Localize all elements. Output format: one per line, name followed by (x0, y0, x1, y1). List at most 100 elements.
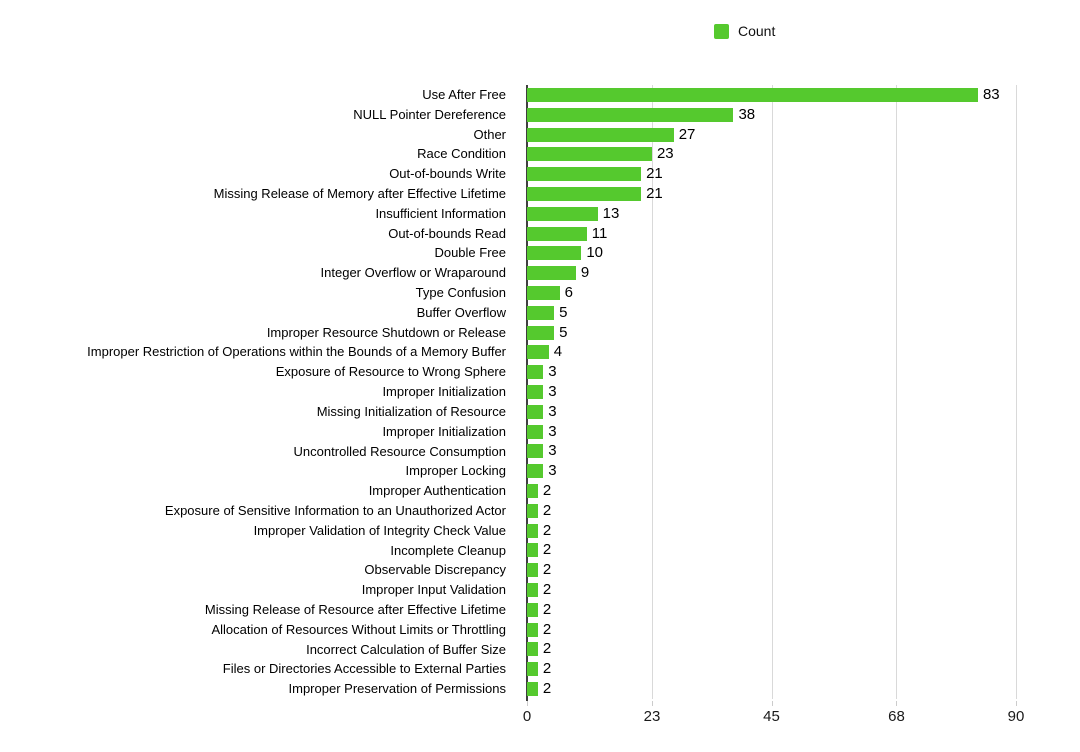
category-label: Improper Locking (405, 463, 506, 479)
bar-improper-locking (527, 464, 544, 479)
bar-improper-input-validation (527, 583, 538, 598)
bar-improper-validation-of-integrity-check-value (527, 523, 538, 538)
bar-buffer-overflow (527, 305, 555, 320)
category-label: Out-of-bounds Read (388, 225, 506, 241)
bar-integer-overflow-or-wraparound (527, 266, 576, 281)
category-label: Exposure of Resource to Wrong Sphere (275, 364, 506, 380)
axis-tick-68 (896, 701, 898, 706)
category-label: Exposure of Sensitive Information to an … (164, 502, 506, 518)
bar-value-label: 13 (602, 204, 620, 222)
axis-tick-90 (1016, 701, 1017, 706)
bar-improper-preservation-of-permissions (527, 682, 538, 697)
bar-value-label: 21 (646, 184, 663, 202)
bar-missing-release-of-resource-after-effective-lifetime (527, 602, 538, 617)
bar-race-condition (527, 147, 652, 162)
bar-value-label: 3 (548, 363, 557, 381)
axis-tick-label-90: 90 (1007, 708, 1025, 725)
category-label: Type Confusion (415, 285, 506, 301)
gridline-23 (651, 85, 653, 699)
bar-value-label: 83 (982, 85, 1000, 103)
bar-out-of-bounds-read (527, 226, 587, 241)
bar-value-label: 2 (542, 640, 552, 658)
bar-improper-authentication (527, 484, 538, 499)
bar-value-label: 2 (542, 501, 552, 519)
category-label: Incomplete Cleanup (390, 542, 506, 558)
bar-value-label: 2 (542, 482, 552, 500)
bar-value-label: 2 (542, 600, 552, 618)
bar-observable-discrepancy (527, 563, 538, 578)
category-label: Other (473, 126, 506, 142)
bar-missing-initialization-of-resource (527, 404, 544, 419)
bar-improper-initialization (527, 385, 544, 399)
plot-area: 83 38 27 23 21 21 13 11 10 9 6 5 5 4 3 3 3 3 3 3 2 2 2 2 2 2 2 2 2 2 2… (523, 85, 1024, 725)
bar-value-label: 3 (548, 442, 557, 460)
bar-insufficient-information (527, 206, 598, 221)
bar-value-label: 38 (738, 105, 756, 123)
category-label: Incorrect Calculation of Buffer Size (306, 641, 506, 657)
category-label: Allocation of Resources Without Limits o… (211, 621, 506, 637)
category-label: Improper Authentication (368, 483, 506, 499)
category-label: Improper Restriction of Operations withi… (87, 344, 506, 360)
bar-value-label: 4 (553, 343, 563, 361)
bar-value-label: 3 (548, 422, 557, 440)
bar-value-label: 6 (564, 283, 573, 301)
category-label: Improper Initialization (382, 384, 506, 400)
category-label: Race Condition (417, 146, 506, 162)
bar-exposure-of-sensitive-information-to-an-unauthorized-actor (527, 503, 538, 518)
category-label: Use After Free (422, 87, 506, 102)
category-label: Missing Release of Resource after Effect… (204, 601, 506, 617)
category-label: Improper Preservation of Permissions (288, 681, 506, 697)
category-label: Double Free (434, 245, 506, 261)
legend-label: Count (738, 23, 776, 39)
chart-legend: Count (714, 23, 775, 39)
category-label: Improper Resource Shutdown or Release (266, 324, 506, 340)
category-label: Integer Overflow or Wraparound (320, 265, 506, 281)
axis-tick-45 (771, 701, 773, 706)
bar-value-label: 21 (646, 165, 663, 183)
bar-value-label: 27 (678, 125, 696, 143)
axis-tick-label-23: 23 (643, 708, 661, 725)
bar-value-label: 2 (542, 541, 552, 559)
bar-allocation-of-resources-without-limits-or-throttling (527, 622, 538, 637)
bar-type-confusion (527, 285, 560, 300)
bar-value-label: 3 (548, 402, 557, 420)
category-label: Observable Discrepancy (364, 562, 506, 578)
bar-value-label: 3 (548, 462, 557, 480)
axis-tick-label-45: 45 (763, 708, 780, 725)
bar-missing-release-of-memory-after-effective-lifetime (527, 186, 642, 201)
gridline-68 (896, 85, 898, 699)
bar-value-label: 23 (656, 145, 674, 163)
gridline-90 (1016, 85, 1017, 699)
category-label: Uncontrolled Resource Consumption (293, 443, 506, 459)
bar-uncontrolled-resource-consumption (527, 444, 544, 459)
bar-value-label: 9 (580, 264, 590, 282)
bar-improper-restriction-of-operations-within-the-bounds-of-a-memory-buffer (527, 345, 549, 360)
category-label: Insufficient Information (375, 205, 506, 221)
gridline-45 (771, 85, 773, 699)
bar-null-pointer-dereference (527, 107, 734, 122)
category-label: Missing Initialization of Resource (316, 403, 506, 419)
bar-use-after-free (527, 87, 978, 102)
category-label: Out-of-bounds Write (389, 166, 506, 182)
axis-tick-0 (527, 701, 528, 706)
bar-incomplete-cleanup (527, 543, 538, 558)
bar-value-label: 3 (548, 383, 557, 400)
bar-other (527, 127, 674, 142)
category-label: Files or Directories Accessible to Exter… (222, 661, 506, 677)
bar-value-label: 5 (559, 303, 568, 321)
bar-value-label: 2 (542, 561, 552, 579)
category-label: Improper Initialization (382, 423, 506, 439)
axis-tick-label-0: 0 (522, 708, 532, 725)
category-label: Missing Release of Memory after Effectiv… (213, 186, 506, 202)
bar-value-label: 2 (542, 521, 552, 539)
bar-improper-initialization (527, 424, 544, 439)
bar-value-label: 2 (542, 620, 552, 638)
category-label: Improper Validation of Integrity Check V… (253, 522, 506, 538)
legend-color-swatch (714, 23, 729, 39)
category-label: Improper Input Validation (361, 582, 506, 598)
bar-value-label: 2 (542, 581, 552, 599)
category-label: Buffer Overflow (416, 304, 506, 320)
bar-improper-resource-shutdown-or-release (527, 325, 555, 340)
category-label: NULL Pointer Dereference (353, 106, 506, 122)
bar-exposure-of-resource-to-wrong-sphere (527, 365, 544, 380)
